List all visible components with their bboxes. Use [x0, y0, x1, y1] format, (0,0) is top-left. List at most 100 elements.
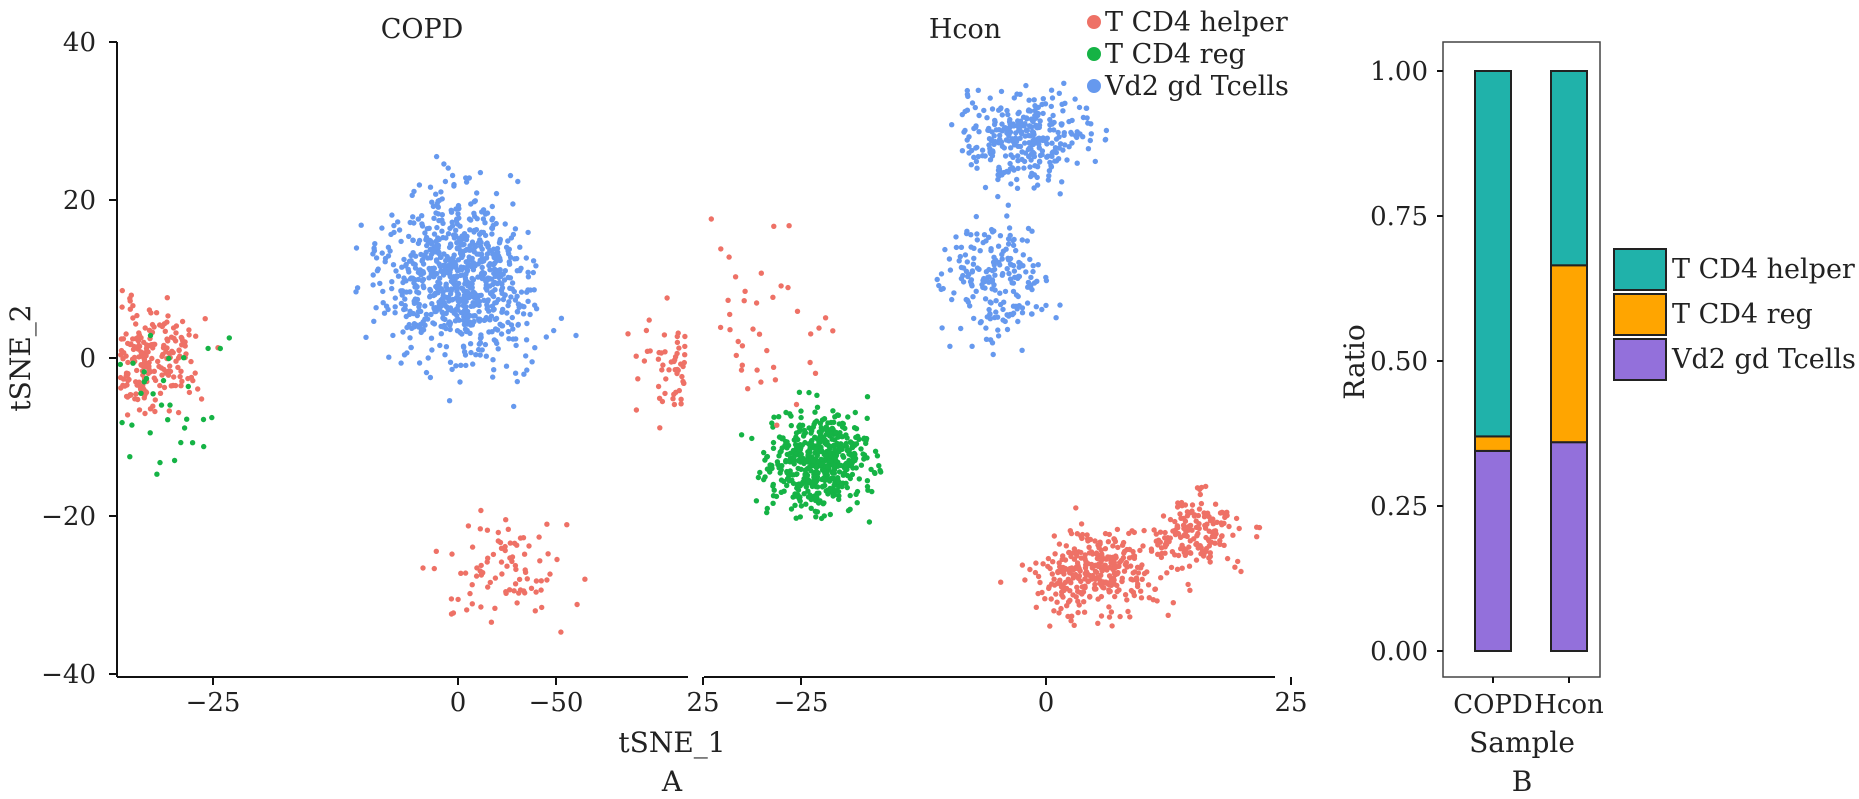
- point-vd2-gd-tcells: [466, 257, 472, 263]
- point-vd2-gd-tcells: [988, 137, 995, 143]
- point-vd2-gd-tcells: [484, 303, 491, 310]
- point-t-cd4-helper: [1212, 501, 1219, 507]
- point-t-cd4-helper: [1130, 554, 1136, 560]
- point-vd2-gd-tcells: [1006, 119, 1013, 125]
- point-vd2-gd-tcells: [491, 251, 497, 258]
- x-axis-title-a: tSNE_1: [618, 726, 725, 759]
- point-t-cd4-helper: [431, 565, 437, 572]
- point-vd2-gd-tcells: [523, 353, 529, 359]
- point-vd2-gd-tcells: [406, 233, 412, 240]
- point-t-cd4-helper: [539, 604, 545, 611]
- point-t-cd4-helper: [1230, 532, 1236, 538]
- point-t-cd4-helper: [725, 297, 731, 303]
- point-vd2-gd-tcells: [415, 240, 422, 247]
- point-vd2-gd-tcells: [518, 289, 525, 295]
- point-t-cd4-helper: [1067, 550, 1073, 556]
- point-t-cd4-helper: [1067, 588, 1073, 594]
- point-vd2-gd-tcells: [479, 264, 485, 271]
- point-t-cd4-helper: [732, 274, 739, 280]
- point-vd2-gd-tcells: [1039, 101, 1045, 108]
- point-vd2-gd-tcells: [415, 216, 421, 222]
- point-t-cd4-helper: [1051, 582, 1058, 588]
- point-t-cd4-reg: [799, 455, 805, 461]
- point-t-cd4-helper: [1169, 549, 1176, 555]
- point-vd2-gd-tcells: [509, 314, 515, 321]
- point-t-cd4-reg: [810, 424, 816, 430]
- point-t-cd4-helper: [1091, 585, 1098, 591]
- point-t-cd4-helper: [120, 376, 127, 382]
- point-t-cd4-reg: [807, 447, 813, 453]
- point-vd2-gd-tcells: [491, 266, 498, 272]
- scatter-legend: T CD4 helper T CD4 reg Vd2 gd Tcells: [1087, 7, 1289, 102]
- point-t-cd4-reg: [835, 478, 841, 485]
- point-t-cd4-reg: [852, 442, 858, 448]
- point-t-cd4-helper: [1152, 586, 1159, 592]
- point-vd2-gd-tcells: [1040, 110, 1046, 117]
- point-t-cd4-helper: [1075, 575, 1082, 581]
- point-vd2-gd-tcells: [385, 306, 391, 313]
- point-t-cd4-helper: [171, 374, 177, 380]
- point-vd2-gd-tcells: [398, 288, 404, 294]
- panel-label-a: A: [661, 765, 683, 798]
- point-vd2-gd-tcells: [435, 211, 441, 217]
- point-t-cd4-helper: [1151, 527, 1157, 533]
- point-vd2-gd-tcells: [987, 95, 993, 101]
- point-t-cd4-reg: [217, 345, 223, 352]
- point-t-cd4-helper: [1099, 555, 1105, 561]
- point-t-cd4-helper: [150, 345, 156, 351]
- point-t-cd4-helper: [167, 363, 173, 369]
- point-vd2-gd-tcells: [993, 309, 999, 315]
- point-t-cd4-helper: [157, 382, 163, 389]
- point-t-cd4-helper: [1065, 613, 1071, 620]
- point-vd2-gd-tcells: [477, 169, 484, 176]
- point-t-cd4-helper: [1037, 579, 1043, 586]
- point-vd2-gd-tcells: [983, 325, 989, 331]
- point-t-cd4-helper: [505, 526, 511, 532]
- point-t-cd4-helper: [778, 283, 784, 289]
- point-vd2-gd-tcells: [480, 216, 487, 222]
- point-vd2-gd-tcells: [1036, 158, 1043, 164]
- point-vd2-gd-tcells: [472, 293, 479, 300]
- point-vd2-gd-tcells: [1048, 163, 1054, 169]
- point-t-cd4-helper: [1095, 620, 1101, 626]
- point-vd2-gd-tcells: [427, 184, 434, 190]
- point-vd2-gd-tcells: [1023, 269, 1029, 275]
- point-t-cd4-helper: [1106, 531, 1113, 538]
- point-vd2-gd-tcells: [976, 112, 982, 119]
- point-vd2-gd-tcells: [433, 153, 440, 160]
- point-vd2-gd-tcells: [471, 318, 477, 325]
- point-t-cd4-reg: [205, 345, 211, 352]
- point-t-cd4-helper: [517, 587, 524, 593]
- point-vd2-gd-tcells: [439, 196, 445, 202]
- point-vd2-gd-tcells: [469, 275, 475, 282]
- point-vd2-gd-tcells: [451, 252, 457, 258]
- point-vd2-gd-tcells: [1033, 304, 1040, 310]
- point-t-cd4-helper: [656, 395, 663, 401]
- point-t-cd4-helper: [1134, 564, 1141, 570]
- point-vd2-gd-tcells: [1020, 114, 1027, 120]
- point-vd2-gd-tcells: [991, 121, 998, 128]
- point-t-cd4-helper: [662, 349, 668, 355]
- point-t-cd4-helper: [450, 610, 457, 616]
- point-t-cd4-helper: [727, 311, 733, 318]
- point-vd2-gd-tcells: [1085, 146, 1092, 152]
- point-vd2-gd-tcells: [974, 231, 980, 237]
- point-t-cd4-reg: [797, 498, 803, 504]
- point-vd2-gd-tcells: [987, 316, 993, 322]
- point-vd2-gd-tcells: [423, 369, 430, 376]
- point-vd2-gd-tcells: [984, 115, 990, 121]
- point-vd2-gd-tcells: [427, 287, 434, 294]
- facet-title-hcon: Hcon: [929, 14, 1001, 45]
- point-t-cd4-helper: [1079, 531, 1086, 538]
- point-vd2-gd-tcells: [408, 258, 414, 264]
- point-vd2-gd-tcells: [999, 256, 1005, 262]
- point-t-cd4-helper: [498, 559, 505, 565]
- point-t-cd4-reg: [856, 476, 862, 482]
- point-t-cd4-reg: [795, 487, 802, 493]
- point-vd2-gd-tcells: [975, 153, 981, 160]
- point-t-cd4-helper: [478, 507, 484, 514]
- point-t-cd4-reg: [878, 469, 884, 475]
- point-vd2-gd-tcells: [1030, 268, 1036, 275]
- point-vd2-gd-tcells: [1006, 225, 1013, 231]
- point-t-cd4-helper: [666, 367, 672, 373]
